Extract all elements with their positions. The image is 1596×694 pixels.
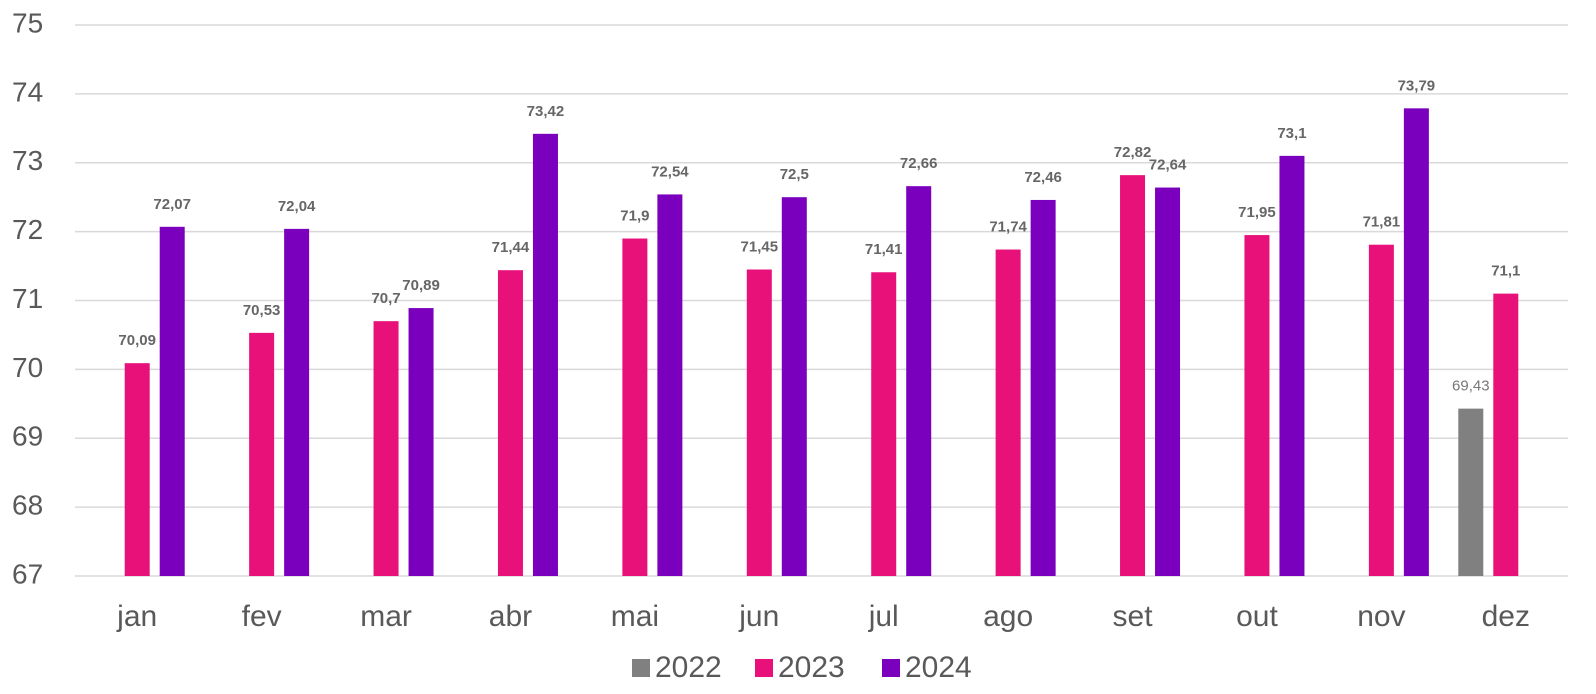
data-label: 72,82: [1114, 144, 1152, 161]
y-tick-label: 72: [12, 214, 43, 245]
data-label: 73,79: [1398, 77, 1436, 94]
data-label: 72,64: [1149, 157, 1187, 174]
bar: [159, 226, 185, 576]
legend-label: 2024: [905, 651, 972, 684]
bar: [906, 186, 932, 577]
bar: [1458, 408, 1484, 576]
bar: [408, 308, 434, 576]
data-label: 72,07: [153, 196, 191, 213]
legend-swatch: [632, 659, 650, 677]
x-tick-label: mai: [611, 600, 659, 633]
x-tick-label: set: [1113, 600, 1154, 633]
data-label: 70,89: [402, 277, 440, 294]
bar: [1403, 108, 1429, 577]
x-tick-label: fev: [242, 600, 282, 633]
x-tick-label: mar: [360, 600, 412, 633]
legend-label: 2022: [655, 651, 722, 684]
bar: [746, 269, 772, 576]
bar: [532, 133, 558, 576]
data-label: 71,81: [1363, 214, 1401, 231]
y-tick-label: 68: [12, 490, 43, 521]
data-label: 71,74: [989, 219, 1027, 236]
bar: [249, 332, 275, 576]
bar: [995, 249, 1021, 576]
data-label: 70,53: [243, 302, 281, 319]
x-tick-label: jul: [868, 600, 899, 633]
bar: [657, 194, 683, 576]
x-tick-label: dez: [1482, 600, 1530, 633]
data-label: 70,09: [118, 332, 156, 349]
data-label: 72,04: [278, 198, 316, 215]
y-tick-label: 75: [12, 7, 43, 38]
legend-swatch: [882, 659, 900, 677]
y-tick-label: 70: [12, 352, 43, 383]
bar: [1120, 175, 1146, 576]
x-tick-label: jan: [116, 600, 157, 633]
data-label: 71,45: [741, 238, 779, 255]
data-label: 73,42: [527, 103, 565, 120]
bar: [373, 321, 399, 576]
data-label: 71,9: [620, 207, 649, 224]
bar: [1244, 235, 1270, 576]
data-label: 71,95: [1238, 204, 1276, 221]
data-label: 69,43: [1452, 378, 1490, 395]
x-tick-label: nov: [1357, 600, 1405, 633]
data-label: 72,54: [651, 163, 689, 180]
bar: [871, 272, 897, 576]
data-label: 72,66: [900, 155, 938, 172]
bar: [1279, 155, 1305, 577]
y-tick-label: 74: [12, 76, 43, 107]
bar: [497, 270, 523, 576]
y-tick-label: 67: [12, 558, 43, 589]
x-tick-label: out: [1236, 600, 1278, 633]
data-label: 72,5: [780, 166, 809, 183]
data-label: 70,7: [371, 290, 400, 307]
x-tick-label: abr: [489, 600, 532, 633]
bar: [124, 363, 150, 576]
y-tick-label: 69: [12, 421, 43, 452]
bar: [1368, 244, 1394, 576]
data-label: 72,46: [1024, 169, 1062, 186]
data-label: 71,1: [1491, 263, 1520, 280]
bar: [284, 228, 310, 576]
bar: [1030, 199, 1056, 576]
data-label: 71,41: [865, 241, 903, 258]
legend-swatch: [755, 659, 773, 677]
x-tick-label: ago: [983, 600, 1033, 633]
x-tick-label: jun: [738, 600, 779, 633]
data-label: 73,1: [1277, 125, 1306, 142]
legend-label: 2023: [778, 651, 845, 684]
bar: [1493, 293, 1519, 576]
data-label: 71,44: [492, 239, 530, 256]
bar: [781, 197, 807, 576]
bar: [622, 238, 648, 576]
y-tick-label: 71: [12, 283, 43, 314]
bar: [1155, 187, 1181, 577]
y-tick-label: 73: [12, 145, 43, 176]
